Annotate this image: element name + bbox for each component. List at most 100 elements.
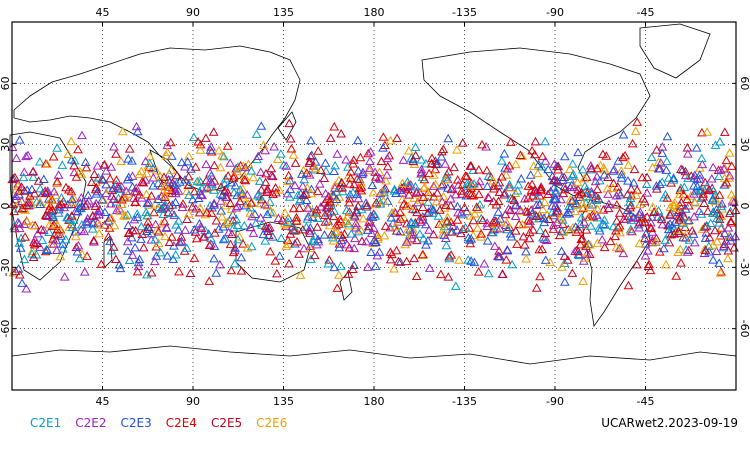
- observation-marker-c2e3: [262, 209, 273, 219]
- observation-marker-c2e3: [236, 252, 247, 262]
- observation-marker-c2e4: [149, 207, 159, 217]
- observation-marker-c2e3: [543, 164, 554, 174]
- observation-marker-c2e3: [421, 240, 431, 249]
- observation-marker-c2e4: [473, 181, 484, 191]
- observation-marker-c2e3: [345, 189, 355, 199]
- observation-marker-c2e5: [352, 174, 363, 183]
- observation-marker-c2e4: [195, 139, 206, 149]
- observation-marker-c2e1: [684, 235, 695, 244]
- observation-marker-c2e5: [172, 170, 182, 180]
- observation-marker-c2e5: [403, 184, 414, 194]
- observation-marker-c2e2: [240, 162, 251, 172]
- observation-marker-c2e5: [111, 149, 121, 158]
- observation-marker-c2e5: [36, 224, 47, 234]
- observation-marker-c2e6: [281, 241, 292, 250]
- observation-marker-c2e3: [618, 129, 629, 139]
- observation-marker-c2e1: [535, 225, 545, 235]
- observation-marker-c2e2: [614, 243, 625, 253]
- observation-marker-c2e6: [724, 148, 735, 157]
- observation-marker-c2e2: [424, 263, 435, 272]
- observation-marker-c2e6: [579, 173, 590, 183]
- observation-marker-c2e5: [298, 224, 308, 234]
- observation-marker-c2e2: [161, 223, 172, 232]
- observation-marker-c2e2: [556, 194, 566, 204]
- observation-marker-c2e6: [423, 191, 434, 201]
- observation-marker-c2e5: [714, 214, 725, 223]
- observation-marker-c2e4: [456, 186, 467, 195]
- lat-tick-label-right: -30: [738, 258, 750, 276]
- observation-marker-c2e6: [295, 270, 306, 279]
- observation-marker-c2e5: [577, 233, 588, 243]
- observation-marker-c2e3: [405, 224, 415, 234]
- observation-marker-c2e5: [268, 189, 278, 198]
- observation-marker-c2e1: [173, 216, 184, 225]
- observation-marker-c2e1: [668, 175, 679, 184]
- observation-marker-c2e5: [33, 176, 44, 185]
- observation-marker-c2e3: [105, 236, 116, 246]
- observation-marker-c2e1: [356, 204, 367, 214]
- observation-marker-c2e6: [517, 220, 528, 229]
- observation-marker-c2e5: [301, 168, 312, 177]
- observation-marker-c2e6: [117, 126, 128, 136]
- observation-marker-c2e1: [144, 158, 155, 168]
- observation-marker-c2e3: [91, 189, 102, 198]
- observation-marker-c2e4: [96, 259, 107, 268]
- observation-marker-c2e5: [536, 184, 546, 193]
- observation-marker-c2e5: [219, 186, 230, 195]
- observation-marker-c2e3: [126, 232, 137, 242]
- observation-marker-c2e2: [29, 234, 40, 244]
- observation-marker-c2e6: [599, 165, 610, 174]
- observation-marker-c2e4: [573, 189, 584, 199]
- observation-marker-c2e1: [423, 197, 433, 206]
- observation-marker-c2e3: [707, 193, 718, 203]
- observation-marker-c2e2: [569, 182, 579, 191]
- observation-marker-c2e1: [74, 253, 85, 263]
- observation-marker-c2e3: [136, 234, 146, 243]
- observation-marker-c2e1: [505, 193, 516, 203]
- observation-marker-c2e3: [623, 176, 633, 185]
- observation-marker-c2e3: [691, 143, 702, 152]
- observation-marker-c2e5: [603, 172, 613, 181]
- observation-marker-c2e1: [568, 169, 579, 178]
- observation-marker-c2e1: [427, 208, 438, 217]
- observation-marker-c2e6: [35, 197, 46, 206]
- observation-marker-c2e2: [24, 200, 34, 210]
- observation-marker-c2e2: [131, 183, 142, 192]
- observation-marker-c2e1: [209, 185, 219, 194]
- observation-marker-c2e6: [675, 244, 686, 254]
- observation-marker-c2e1: [233, 234, 243, 244]
- observation-marker-c2e3: [516, 173, 527, 183]
- observation-marker-c2e2: [14, 223, 25, 233]
- observation-marker-c2e3: [142, 198, 153, 208]
- observation-marker-c2e2: [202, 182, 213, 191]
- observation-marker-c2e6: [306, 188, 317, 198]
- observation-marker-c2e2: [353, 193, 364, 203]
- observation-marker-c2e2: [682, 247, 693, 256]
- observation-marker-c2e2: [706, 173, 717, 183]
- observation-marker-c2e3: [274, 251, 285, 260]
- observation-marker-c2e5: [443, 272, 454, 281]
- observation-marker-c2e2: [69, 167, 80, 177]
- lat-tick-label-left: 60: [0, 76, 12, 90]
- observation-marker-c2e6: [454, 255, 464, 264]
- observation-marker-c2e6: [302, 183, 313, 192]
- observation-marker-c2e5: [552, 206, 563, 215]
- observation-marker-c2e3: [369, 235, 380, 245]
- observation-marker-c2e6: [578, 202, 589, 212]
- observation-marker-c2e4: [531, 211, 542, 221]
- observation-marker-c2e2: [627, 226, 637, 236]
- observation-marker-c2e5: [86, 177, 97, 186]
- observation-marker-c2e6: [452, 145, 462, 154]
- observation-marker-c2e6: [106, 213, 117, 223]
- observation-marker-c2e3: [567, 196, 578, 205]
- observation-marker-c2e2: [682, 149, 693, 158]
- observation-marker-c2e6: [661, 259, 671, 269]
- observation-marker-c2e3: [285, 175, 295, 185]
- observation-marker-c2e5: [325, 133, 336, 142]
- observation-marker-c2e3: [452, 201, 463, 211]
- observation-marker-c2e3: [668, 173, 679, 182]
- observation-marker-c2e4: [558, 219, 568, 229]
- observation-marker-c2e2: [149, 256, 160, 266]
- observation-marker-c2e5: [272, 268, 282, 278]
- observation-marker-c2e1: [53, 208, 64, 217]
